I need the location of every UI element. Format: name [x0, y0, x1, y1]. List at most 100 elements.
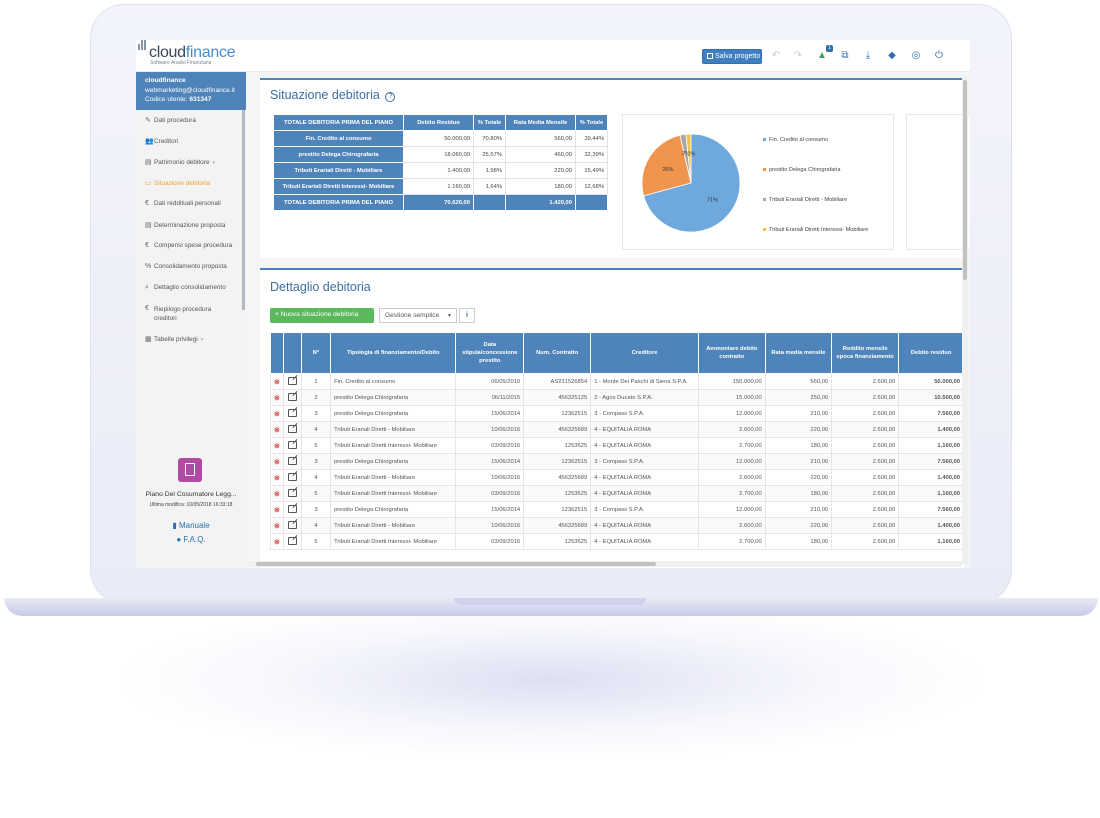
table-horizontal-scrollbar[interactable] — [248, 561, 962, 567]
delete-icon[interactable]: ⊗ — [274, 538, 280, 546]
sidebar-item-dettaglio-consolidamento[interactable]: ⌕ Dettaglio consolidamento — [145, 284, 226, 291]
table-row: ⊗ 2 prestito Delega Chirografaria 06/11/201… — [270, 389, 964, 406]
detail-header[interactable] — [270, 332, 284, 374]
sidebar-scrollbar[interactable] — [242, 110, 245, 310]
table-cell: 210,00 — [764, 405, 833, 422]
detail-header[interactable]: Ammontare debito contratto — [697, 332, 766, 374]
edit-icon[interactable] — [287, 504, 297, 513]
table-cell: 3 - Compass S.P.A. — [590, 453, 699, 470]
detail-header[interactable]: N° — [300, 332, 332, 374]
tags-icon[interactable]: ◆ — [888, 50, 896, 61]
redo-icon[interactable]: ↷ — [793, 50, 803, 61]
legend-label[interactable]: Tributi Erariali Diretti - Mobiliare — [769, 197, 847, 203]
edit-icon[interactable] — [287, 376, 297, 385]
table-cell: 2.600,00 — [697, 469, 766, 486]
delete-icon[interactable]: ⊗ — [274, 474, 280, 482]
edit-icon[interactable] — [287, 440, 297, 449]
user-code-label: Codice utente: — [145, 96, 188, 104]
delete-icon[interactable]: ⊗ — [274, 410, 280, 418]
table-cell: 1 — [300, 373, 332, 390]
sidebar-item-situazione-debitoria[interactable]: ▭ Situazione debitoria — [145, 180, 211, 187]
info-icon[interactable]: i — [459, 308, 475, 323]
faq-link[interactable]: ● F.A.Q. — [176, 535, 206, 544]
edit-icon[interactable] — [287, 408, 297, 417]
euro-icon: € — [145, 242, 149, 249]
edit-cell — [282, 533, 302, 550]
support-icon[interactable]: ◎ — [911, 50, 921, 61]
chevron-down-icon: ▾ — [212, 160, 215, 166]
new-debt-button[interactable]: + Nuova situazione debitoria — [270, 308, 374, 323]
power-icon[interactable]: ⏻ — [935, 50, 943, 61]
summary-header: TOTALE DEBITORIA PRIMA DEL PIANO — [273, 114, 404, 131]
detail-header[interactable]: Debito residuo — [898, 332, 964, 374]
edit-icon[interactable] — [287, 520, 297, 529]
edit-icon[interactable] — [287, 392, 297, 401]
detail-header[interactable]: Data stipula/concessione prestito — [455, 332, 525, 374]
summary-header: Debito Residuo — [403, 114, 474, 131]
detail-header[interactable]: Reddito mensile epoca finanziamento — [831, 332, 900, 374]
undo-icon[interactable]: ↶ — [771, 50, 781, 61]
table-cell: 03/09/2016 — [455, 437, 525, 454]
sidebar-item-creditori[interactable]: 👥Creditori — [145, 138, 179, 145]
delete-icon[interactable]: ⊗ — [274, 506, 280, 514]
table-cell: prestito Delega Chirografaria — [330, 453, 457, 470]
legend-label[interactable]: Fin. Credito al consumo — [769, 137, 828, 143]
summary-row: prestito Delega Chirografaria 18.060,00 25… — [273, 146, 608, 163]
legend-label[interactable]: prestito Delega Chirografaria — [769, 167, 841, 173]
main-vertical-scrollbar[interactable] — [962, 76, 968, 564]
delete-icon[interactable]: ⊗ — [274, 378, 280, 386]
table-cell: 1253625 — [523, 533, 592, 550]
delete-icon[interactable]: ⊗ — [274, 394, 280, 402]
summary-total-cell: 70.620,00 — [403, 194, 474, 211]
legend-label[interactable]: Tributi Erariali Diretti Interessi- Mobi… — [769, 227, 868, 233]
summary-cell: 220,00 — [505, 162, 576, 179]
delete-icon[interactable]: ⊗ — [274, 442, 280, 450]
summary-cell: Tributi Erariali Diretti Interessi- Mobi… — [273, 178, 404, 195]
detail-header[interactable]: Creditore — [590, 332, 699, 374]
management-select[interactable]: Gestione semplice ▼ — [379, 308, 457, 323]
laptop-shadow — [120, 600, 980, 760]
sidebar-item-tabelle-privilegi[interactable]: ▦ Tabelle privilegi ▾ — [145, 336, 204, 343]
sidebar-item-compensi-spese[interactable]: € Compensi spese procedura — [145, 242, 233, 249]
edit-cell — [282, 389, 302, 406]
edit-icon[interactable] — [287, 456, 297, 465]
detail-header[interactable]: Num. Contratto — [523, 332, 592, 374]
summary-cell: 1.400,00 — [403, 162, 474, 179]
download-icon[interactable]: ⤓ — [865, 50, 871, 61]
percent-icon: % — [145, 263, 152, 270]
sidebar-item-dati-reddituali[interactable]: € Dati reddituali personali — [145, 200, 221, 207]
warning-icon[interactable]: ▲ 1 — [816, 45, 833, 62]
manual-link[interactable]: ▮ Manuale — [172, 521, 210, 530]
delete-icon[interactable]: ⊗ — [274, 522, 280, 530]
delete-icon[interactable]: ⊗ — [274, 490, 280, 498]
search-icon: ⌕ — [145, 284, 149, 291]
pie-slice[interactable] — [643, 133, 741, 233]
situazione-title: Situazione debitoria ? — [270, 88, 396, 102]
edit-icon[interactable] — [287, 536, 297, 545]
sidebar-item-determinazione-proposta[interactable]: ▤ Determinazione proposta — [145, 222, 226, 229]
delete-icon[interactable]: ⊗ — [274, 426, 280, 434]
edit-icon[interactable] — [287, 424, 297, 433]
help-icon[interactable]: ? — [385, 92, 396, 102]
table-cell: 150.000,00 — [697, 373, 766, 390]
table-row: ⊗ 4 Tributi Erariali Diretti - Mobiliare 10… — [270, 517, 964, 534]
table-cell: Tributi Erariali Diretti Interessi- Mobi… — [330, 485, 457, 502]
summary-row: Fin. Credito al consumo 50.000,00 70,80% 56… — [273, 130, 608, 147]
edit-icon[interactable] — [287, 488, 297, 497]
pie-slice[interactable] — [685, 133, 692, 184]
copy-icon[interactable]: ⧉ — [841, 50, 849, 61]
pie-slice[interactable] — [641, 134, 692, 197]
detail-header[interactable] — [282, 332, 302, 374]
table-cell: 1 - Monte Dei Paschi di Siena S.P.A. — [590, 373, 699, 390]
detail-header[interactable]: Tipologia di finanziamento/Debito — [330, 332, 457, 374]
edit-icon[interactable] — [287, 472, 297, 481]
save-project-button[interactable]: Salva progetto — [702, 49, 762, 64]
table-cell: prestito Delega Chirografaria — [330, 405, 457, 422]
delete-icon[interactable]: ⊗ — [274, 458, 280, 466]
sidebar-item-riepilogo-procedura[interactable]: € Riepilogo procedura creditori — [145, 305, 212, 322]
detail-header[interactable]: Rata media mensile — [764, 332, 833, 374]
sidebar-item-patrimonio-debitore[interactable]: ▤ Patrimonio debitore ▾ — [145, 159, 215, 166]
sidebar-item-dati-procedura[interactable]: ✎ Dati procedura — [145, 117, 196, 124]
sidebar-item-consolidamento-proposta[interactable]: % Consolidamento proposta — [145, 263, 227, 270]
table-cell: 12362515 — [523, 405, 592, 422]
